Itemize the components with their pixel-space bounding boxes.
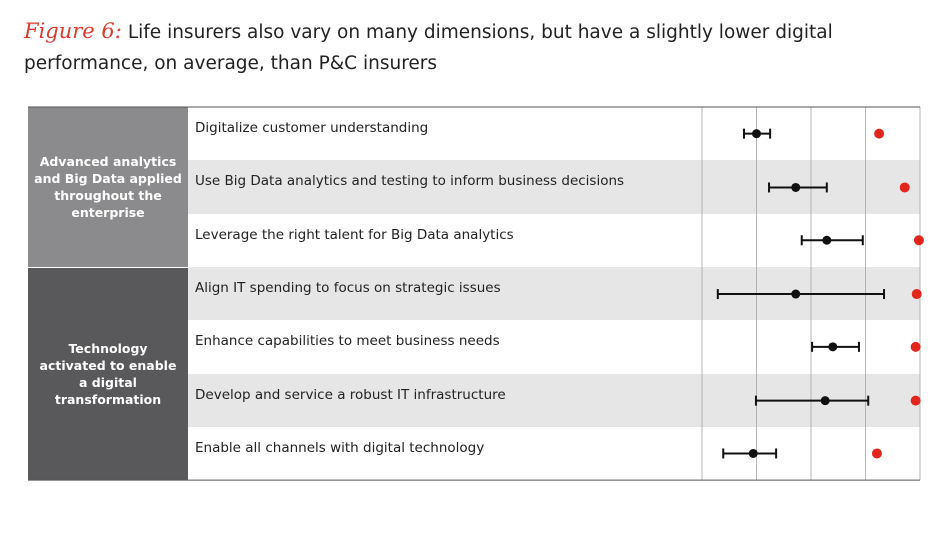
mean-dot: [822, 235, 832, 245]
benchmark-dot: [911, 289, 922, 300]
chart-title: Life insurers also vary on many dimensio…: [24, 22, 833, 74]
benchmark-dot: [913, 235, 924, 246]
mean-dot: [828, 342, 838, 352]
row-label: Leverage the right talent for Big Data a…: [195, 226, 514, 243]
row-label: Develop and service a robust IT infrastr…: [188, 373, 702, 427]
benchmark-dot: [874, 128, 885, 139]
mean-dot: [752, 129, 761, 139]
mean-dot: [820, 396, 830, 406]
row-label: Align IT spending to focus on strategic …: [188, 266, 702, 321]
mean-dot: [791, 289, 801, 299]
title-block: Figure 6: Life insurers also vary on many…: [24, 16, 934, 79]
group-label: Advanced analytics and Big Data applied …: [28, 107, 188, 267]
group-label: Technology activated to enable a digital…: [28, 266, 188, 481]
benchmark-dot: [910, 341, 921, 352]
benchmark-dot: [910, 395, 921, 406]
mean-dot: [748, 448, 758, 458]
benchmark-dot: [871, 448, 882, 459]
row-label: Use Big Data analytics and testing to in…: [188, 160, 702, 214]
row-label: Digitalize customer understanding: [195, 120, 429, 136]
figure-label: Figure 6:: [24, 19, 122, 43]
row-label: Enable all channels with digital technol…: [195, 439, 485, 456]
row-label: Enhance capabilities to meet business ne…: [195, 333, 500, 350]
mean-dot: [791, 182, 801, 192]
benchmark-dot: [899, 182, 910, 193]
